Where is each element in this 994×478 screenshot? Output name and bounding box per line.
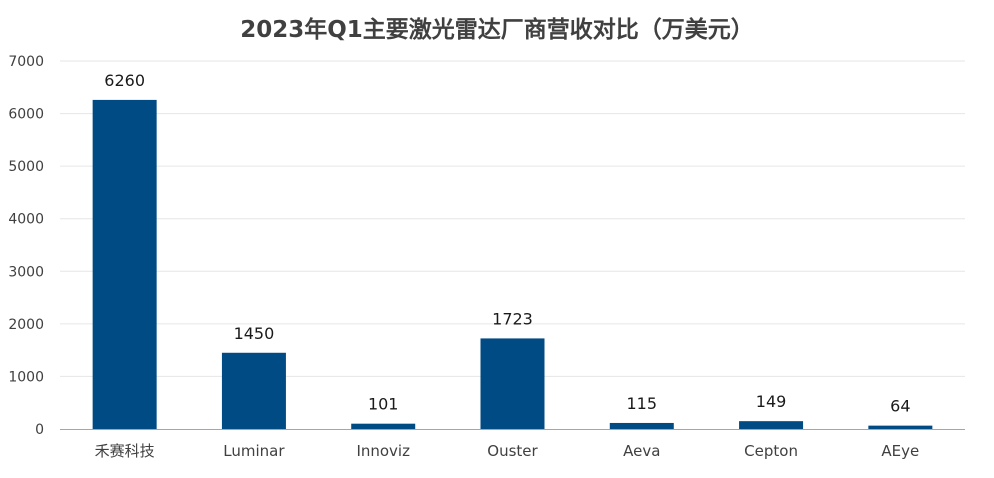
x-tick-label: Cepton <box>744 442 798 460</box>
bar <box>92 99 157 429</box>
data-labels: 6260 1450 101 1723 115 149 64 <box>104 71 910 416</box>
bar <box>868 425 933 429</box>
data-label: 101 <box>368 395 399 414</box>
gridlines <box>60 60 965 377</box>
y-tick-label: 4000 <box>8 212 44 228</box>
data-label: 149 <box>756 392 787 411</box>
bar <box>739 421 804 429</box>
bar <box>351 423 416 429</box>
y-tick-label: 0 <box>35 422 44 438</box>
bars <box>92 99 933 429</box>
x-tick-label: Ouster <box>487 442 538 460</box>
bar <box>480 338 545 429</box>
data-label: 6260 <box>104 71 145 90</box>
y-tick-label: 5000 <box>8 159 44 175</box>
x-tick-label: Innoviz <box>356 442 410 460</box>
x-tick-label: 禾赛科技 <box>95 442 155 460</box>
y-tick-label: 2000 <box>8 317 44 333</box>
chart-title: 2023年Q1主要激光雷达厂商营收对比（万美元） <box>240 17 754 43</box>
y-tick-label: 7000 <box>8 54 44 70</box>
y-tick-label: 3000 <box>8 264 44 280</box>
x-tick-label: Aeva <box>623 442 660 460</box>
data-label: 1723 <box>492 309 533 328</box>
x-tick-label: Luminar <box>223 442 285 460</box>
axes: 0 1000 2000 3000 4000 5000 6000 7000 禾赛科技 Luminar… <box>8 54 965 460</box>
bar <box>609 422 674 429</box>
data-label: 115 <box>627 394 658 413</box>
data-label: 64 <box>890 397 910 416</box>
y-tick-label: 6000 <box>8 107 44 123</box>
bar <box>221 352 286 429</box>
y-tick-label: 1000 <box>8 369 44 385</box>
x-tick-label: AEye <box>881 442 919 460</box>
data-label: 1450 <box>234 324 275 343</box>
